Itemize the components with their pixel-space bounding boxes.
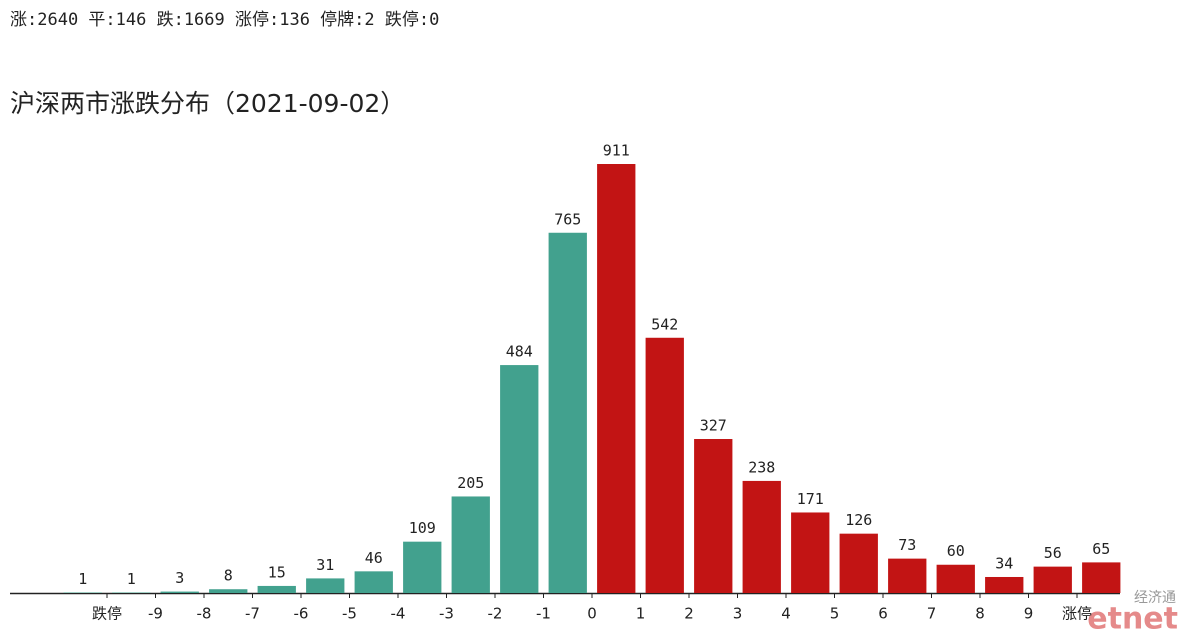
x-tick-label: 7: [927, 605, 937, 623]
value-label: 109: [409, 519, 436, 537]
bar: [742, 480, 781, 593]
bar: [257, 585, 296, 593]
summary: 涨:2640 平:146 跌:1669 涨停:136 停牌:2 跌停:0: [10, 10, 439, 30]
value-label: 56: [1044, 544, 1062, 562]
x-tick-label: -3: [439, 605, 454, 623]
x-tick-label: 跌停: [92, 605, 122, 623]
x-tick-label: -5: [342, 605, 357, 623]
value-label: 1: [127, 570, 136, 588]
value-label: 34: [995, 554, 1013, 572]
x-tick-label: 0: [587, 605, 597, 623]
value-label: 73: [898, 536, 916, 554]
value-label: 765: [554, 210, 581, 228]
bar: [694, 439, 733, 593]
x-tick-label: 涨停: [1062, 605, 1092, 623]
bar: [1082, 562, 1121, 593]
watermark-en: etnet: [1087, 602, 1178, 634]
watermark-cn: 经济通: [1134, 590, 1176, 606]
value-label: 205: [457, 474, 484, 492]
value-label: 238: [748, 458, 775, 476]
value-label: 1: [78, 570, 87, 588]
bar: [209, 589, 248, 593]
bar: [839, 533, 878, 593]
value-label: 171: [797, 490, 824, 508]
bar: [403, 541, 442, 593]
x-tick-label: -8: [197, 605, 212, 623]
value-label: 8: [224, 567, 233, 585]
value-label: 542: [651, 315, 678, 333]
x-tick-label: 2: [684, 605, 694, 623]
value-label: 31: [316, 556, 334, 574]
value-label: 327: [700, 417, 727, 435]
x-tick-label: 6: [878, 605, 888, 623]
value-label: 3: [175, 569, 184, 587]
bar: [888, 558, 927, 593]
x-tick-label: -9: [148, 605, 163, 623]
value-label: 65: [1092, 540, 1110, 558]
bar: [160, 591, 199, 593]
bar: [645, 337, 684, 593]
x-tick-label: 3: [733, 605, 743, 623]
value-label: 911: [603, 142, 630, 160]
bar: [306, 578, 345, 593]
x-tick-label: 9: [1024, 605, 1034, 623]
x-tick-label: -7: [245, 605, 260, 623]
bar: [936, 564, 975, 593]
bar: [548, 232, 587, 593]
value-label: 126: [845, 511, 872, 529]
bar: [597, 164, 636, 593]
bar: [1033, 566, 1072, 593]
x-tick-label: -1: [536, 605, 551, 623]
x-tick-label: -4: [391, 605, 406, 623]
value-label: 46: [365, 549, 383, 567]
x-tick-label: 1: [636, 605, 646, 623]
x-tick-label: 8: [975, 605, 985, 623]
value-label: 484: [506, 343, 533, 361]
bar: [985, 576, 1024, 593]
x-tick-label: 5: [830, 605, 840, 623]
value-label: 60: [947, 542, 965, 560]
bar: [500, 365, 539, 593]
x-tick-label: -2: [488, 605, 503, 623]
x-tick-label: 4: [781, 605, 791, 623]
x-tick-label: -6: [294, 605, 309, 623]
bar: [451, 496, 490, 593]
bar: [791, 512, 830, 593]
bar: [354, 571, 393, 593]
chart-title: 沪深两市涨跌分布（2021-09-02）: [10, 89, 405, 118]
value-label: 15: [268, 563, 286, 581]
